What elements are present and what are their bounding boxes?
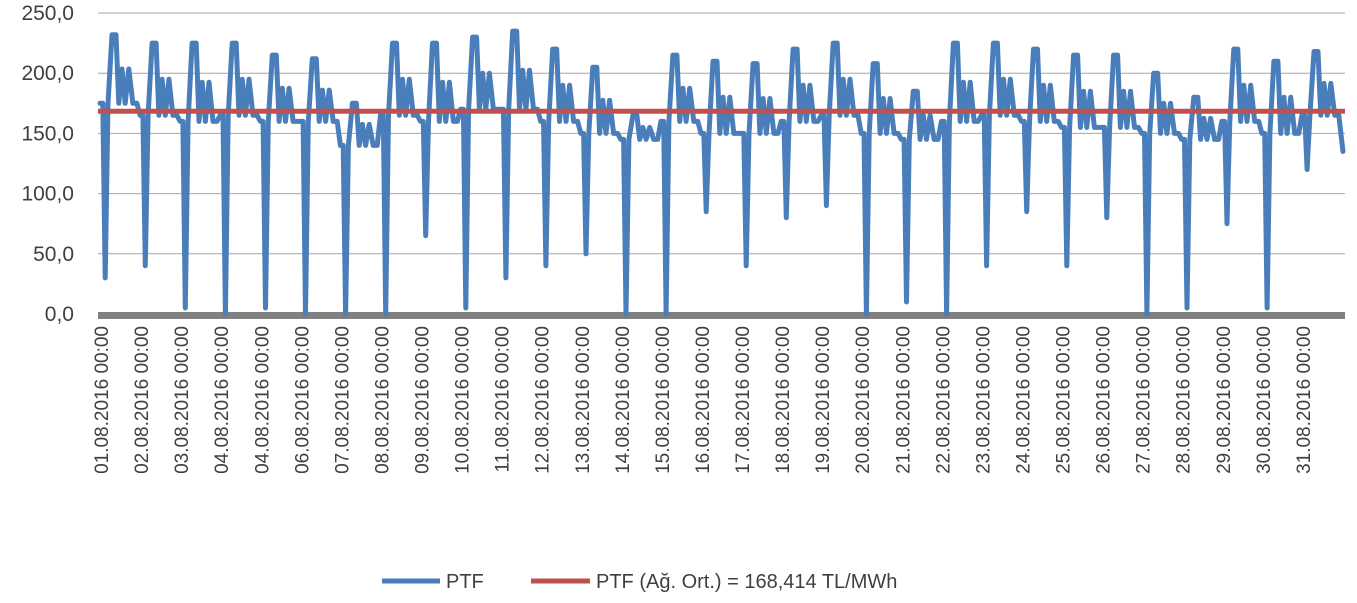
- legend: PTF PTF (Ağ. Ort.) = 168,414 TL/MWh: [382, 571, 897, 593]
- legend-ptf-label: PTF: [446, 571, 484, 593]
- x-tick-label: 07.08.2016 00:00: [332, 326, 353, 474]
- x-tick-label: 01.08.2016 00:00: [92, 326, 113, 474]
- x-tick-label: 20.08.2016 00:00: [853, 326, 874, 474]
- y-tick-label: 200,0: [21, 62, 74, 85]
- x-axis-tick-labels: 01.08.2016 00:00 02.08.2016 00:00 03.08.20…: [92, 326, 1315, 474]
- x-tick-label: 21.08.2016 00:00: [893, 326, 914, 474]
- x-tick-label: 16.08.2016 00:00: [693, 326, 714, 474]
- x-tick-label: 30.08.2016 00:00: [1254, 326, 1275, 474]
- x-tick-label: 28.08.2016 00:00: [1174, 326, 1195, 474]
- x-tick-label: 14.08.2016 00:00: [613, 326, 634, 474]
- x-tick-label: 23.08.2016 00:00: [973, 326, 994, 474]
- x-tick-label: 15.08.2016 00:00: [653, 326, 674, 474]
- x-tick-label: 24.08.2016 00:00: [1013, 326, 1034, 474]
- x-axis-line: [98, 312, 1345, 319]
- y-tick-label: 0,0: [45, 303, 74, 326]
- x-tick-label: 06.08.2016 00:00: [292, 326, 313, 474]
- x-tick-label: 04.08.2016 00:00: [252, 326, 273, 474]
- x-tick-label: 03.08.2016 00:00: [172, 326, 193, 474]
- x-tick-label: 13.08.2016 00:00: [573, 326, 594, 474]
- x-tick-label: 22.08.2016 00:00: [933, 326, 954, 474]
- x-tick-label: 12.08.2016 00:00: [533, 326, 554, 474]
- x-tick-label: 31.08.2016 00:00: [1294, 326, 1315, 474]
- x-tick-label: 11.08.2016 00:00: [493, 326, 514, 473]
- y-tick-label: 150,0: [21, 122, 74, 145]
- x-tick-label: 18.08.2016 00:00: [773, 326, 794, 474]
- x-tick-label: 25.08.2016 00:00: [1054, 326, 1075, 474]
- x-tick-label: 26.08.2016 00:00: [1094, 326, 1115, 474]
- ptf-series-line: [97, 28, 1346, 317]
- x-tick-label: 10.08.2016 00:00: [453, 326, 474, 474]
- x-tick-label: 27.08.2016 00:00: [1134, 326, 1155, 474]
- x-tick-label: 09.08.2016 00:00: [413, 326, 434, 474]
- x-tick-label: 02.08.2016 00:00: [132, 326, 153, 474]
- x-tick-label: 29.08.2016 00:00: [1214, 326, 1235, 474]
- x-tick-label: 19.08.2016 00:00: [813, 326, 834, 474]
- y-tick-label: 250,0: [21, 2, 74, 25]
- x-tick-label: 04.08.2016 00:00: [212, 326, 233, 474]
- x-tick-label: 08.08.2016 00:00: [372, 326, 393, 474]
- y-tick-label: 50,0: [33, 243, 74, 266]
- y-tick-label: 100,0: [21, 183, 74, 206]
- legend-average-label: PTF (Ağ. Ort.) = 168,414 TL/MWh: [596, 571, 897, 593]
- x-tick-label: 17.08.2016 00:00: [733, 326, 754, 474]
- y-axis-tick-labels: 0,0 50,0 100,0 150,0 200,0 250,0: [21, 2, 74, 326]
